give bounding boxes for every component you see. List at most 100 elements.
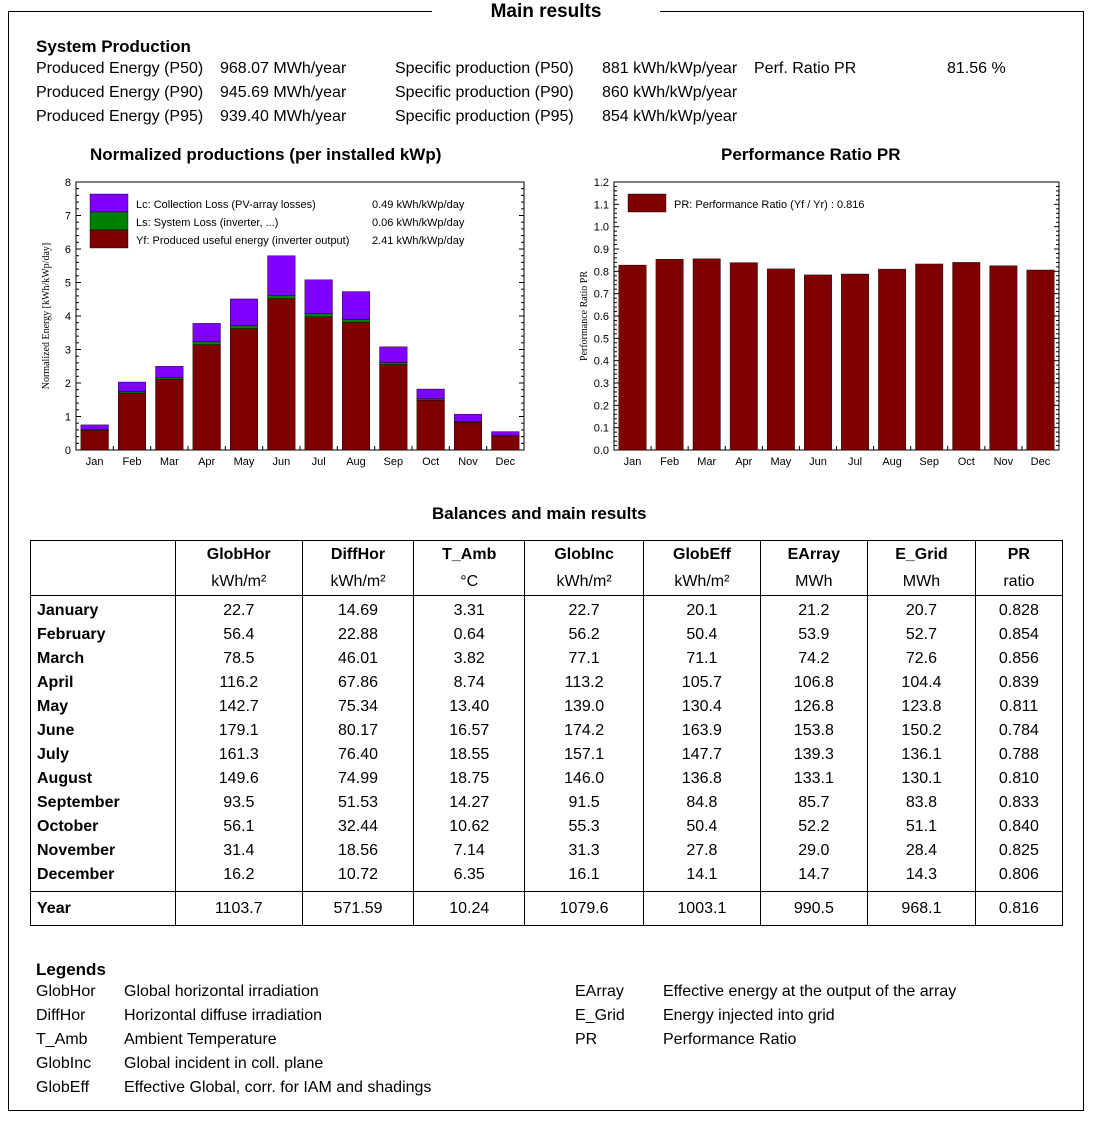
year-cell: 10.24: [413, 891, 525, 926]
table-cell: 14.7: [759, 863, 869, 892]
production-spec-label: Specific production (P95): [395, 108, 574, 125]
legend-label: PR: Performance Ratio (Yf / Yr) : 0.816: [674, 199, 865, 211]
table-cell: 76.40: [301, 743, 415, 767]
table-cell: 85.7: [759, 791, 869, 815]
y-tick-label: 0.2: [594, 400, 609, 412]
table-cell: 20.1: [643, 595, 761, 623]
bar-feb-series-2: [117, 381, 147, 392]
bar-may-series-0: [766, 268, 795, 451]
table-cell: 20.7: [867, 595, 976, 623]
year-cell: 1103.7: [175, 891, 303, 926]
table-row: April 116.2 67.86 8.74 113.2 105.7 106.8 104.4 0…: [30, 671, 1064, 695]
table-cell: 16.1: [523, 863, 645, 892]
x-tick-label: Nov: [458, 456, 478, 468]
x-tick-label: Aug: [346, 456, 366, 468]
table-cell: 6.35: [413, 863, 525, 892]
table-cell: 22.7: [523, 595, 645, 623]
table-cell: 150.2: [867, 719, 976, 743]
column-unit: kWh/m²: [301, 568, 415, 596]
y-tick-label: 6: [65, 244, 71, 256]
column-header: PR: [974, 540, 1064, 568]
performance-ratio-chart: 0.0 0.1 0.2 0.3 0.4 0.5 0.6 0.7 0.8 0.9 1.0 1.1 1.2 P…: [579, 177, 1060, 468]
x-tick-label: May: [234, 456, 255, 468]
table-cell: 78.5: [175, 647, 303, 671]
bar-jul-series-0: [304, 316, 333, 451]
bar-jan-series-0: [618, 264, 647, 451]
bar-jun-series-0: [267, 298, 296, 451]
x-tick-label: Jul: [848, 456, 862, 468]
y-tick-label: 1: [65, 412, 71, 424]
table-cell: 28.4: [867, 839, 976, 863]
bar-feb-series-0: [117, 392, 147, 451]
table-cell: 179.1: [175, 719, 303, 743]
table-cell: 3.31: [413, 595, 525, 623]
year-total-row: Year 1103.7 571.59 10.24 1079.6 1003.1 990.5 96…: [30, 891, 1064, 926]
x-tick-label: Aug: [882, 456, 902, 468]
table-cell: 32.44: [301, 815, 415, 839]
table-cell: 16.2: [175, 863, 303, 892]
table-cell: 52.2: [759, 815, 869, 839]
table-cell: 0.854: [974, 623, 1064, 647]
table-row: July 161.3 76.40 18.55 157.1 147.7 139.3 136.1 0…: [30, 743, 1064, 767]
table-cell: 8.74: [413, 671, 525, 695]
x-tick-label: Jun: [809, 456, 827, 468]
table-cell: 84.8: [643, 791, 761, 815]
table-cell: 0.825: [974, 839, 1064, 863]
table-cell: 80.17: [301, 719, 415, 743]
production-spec-value: 860 kWh/kWp/year: [602, 84, 738, 101]
x-tick-label: Mar: [697, 456, 716, 468]
bar-may-series-1: [229, 325, 259, 329]
bar-jan-series-2: [80, 424, 109, 430]
balances-title: Balances and main results: [432, 504, 647, 523]
table-cell: 0.806: [974, 863, 1064, 892]
y-tick-label: 8: [65, 177, 71, 189]
bar-sep-series-0: [915, 263, 944, 451]
production-value: 968.07 MWh/year: [220, 60, 347, 77]
x-tick-label: Jun: [272, 456, 290, 468]
column-unit: kWh/m²: [643, 568, 761, 596]
production-value: 945.69 MWh/year: [220, 84, 347, 101]
table-row: February 56.4 22.88 0.64 56.2 50.4 53.9 52.7 0.8…: [30, 623, 1064, 647]
bar-oct-series-0: [416, 399, 445, 451]
bar-apr-series-0: [729, 262, 758, 451]
bar-oct-series-1: [416, 398, 445, 401]
table-cell: 0.64: [413, 623, 525, 647]
table-cell: 153.8: [759, 719, 869, 743]
table-cell: 0.810: [974, 767, 1064, 791]
bar-may-series-0: [229, 328, 259, 451]
column-header: GlobEff: [643, 540, 761, 568]
bar-jul-series-0: [841, 273, 869, 451]
production-label: Produced Energy (P90): [36, 84, 204, 101]
y-tick-label: 0.1: [594, 423, 609, 435]
legend-value: 2.41 kWh/kWp/day: [372, 235, 465, 247]
table-cell: 29.0: [759, 839, 869, 863]
table-cell: 22.88: [301, 623, 415, 647]
pr-chart-title: Performance Ratio PR: [721, 145, 901, 164]
table-cell: 72.6: [867, 647, 976, 671]
bar-jan-series-0: [80, 430, 109, 451]
column-header: E_Grid: [867, 540, 976, 568]
table-cell: 74.99: [301, 767, 415, 791]
table-cell: 10.72: [301, 863, 415, 892]
table-cell: 0.833: [974, 791, 1064, 815]
month-label: March: [30, 647, 176, 671]
table-cell: 10.62: [413, 815, 525, 839]
legend-desc: Horizontal diffuse irradiation: [124, 1007, 323, 1024]
table-row: March 78.5 46.01 3.82 77.1 71.1 74.2 72.6 0.856: [30, 647, 1064, 671]
bar-oct-series-2: [416, 388, 445, 399]
bar-mar-series-2: [155, 366, 184, 378]
y-tick-label: 1.1: [594, 199, 609, 211]
table-row: December 16.2 10.72 6.35 16.1 14.1 14.7 14.3 0.8…: [30, 863, 1064, 892]
bar-jul-series-2: [304, 279, 333, 314]
table-cell: 14.3: [867, 863, 976, 892]
table-cell: 56.4: [175, 623, 303, 647]
y-tick-label: 7: [65, 211, 71, 223]
bar-aug-series-0: [341, 322, 371, 451]
table-cell: 139.3: [759, 743, 869, 767]
x-tick-label: Nov: [994, 456, 1014, 468]
bar-mar-series-1: [155, 377, 184, 380]
table-cell: 163.9: [643, 719, 761, 743]
legend-desc: Performance Ratio: [663, 1031, 797, 1048]
legend-desc: Effective Global, corr. for IAM and shad…: [124, 1079, 432, 1096]
bar-mar-series-0: [155, 379, 184, 451]
